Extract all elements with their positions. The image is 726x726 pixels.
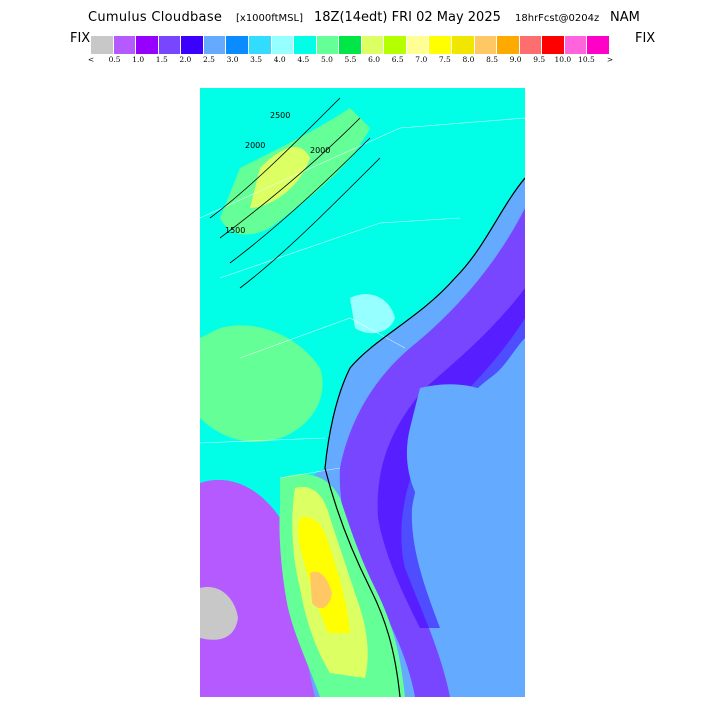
legend-swatch bbox=[497, 36, 520, 54]
legend-swatch bbox=[361, 36, 385, 54]
legend-tick-label: 7.5 bbox=[438, 55, 451, 64]
legend-swatch bbox=[158, 36, 182, 54]
legend-tick-label: 10.5 bbox=[578, 55, 595, 64]
legend-tick-label: 4.5 bbox=[297, 55, 310, 64]
legend-tick-label: 2.0 bbox=[179, 55, 192, 64]
state-borders bbox=[200, 117, 525, 479]
legend-tick-label: > bbox=[606, 55, 614, 64]
legend-tick-label: 0.5 bbox=[108, 55, 121, 64]
contour-label: 2500 bbox=[270, 111, 290, 120]
legend-swatch bbox=[452, 36, 475, 54]
legend-tick-label: 1.0 bbox=[132, 55, 145, 64]
units-label: [x1000ftMSL] bbox=[236, 13, 303, 24]
legend-tick-label: 6.5 bbox=[391, 55, 404, 64]
contour-label: 1500 bbox=[225, 226, 245, 235]
cloudbase-map: 2500 2000 2000 1500 bbox=[200, 88, 525, 697]
legend-tick-labels: <0.5 1.0 1.5 2.0 2.5 3.0 3.5 4.0 4.5 5.0 5.5 6.0 6.5… bbox=[88, 55, 638, 67]
florida-yellow bbox=[298, 517, 350, 633]
legend-swatch bbox=[226, 36, 249, 54]
legend-swatch bbox=[113, 36, 137, 54]
legend-swatch bbox=[248, 36, 272, 54]
legend-swatch bbox=[294, 36, 317, 54]
legend-tick-label: 1.5 bbox=[155, 55, 168, 64]
legend-tick-label: 9.5 bbox=[533, 55, 546, 64]
model-name: NAM bbox=[610, 10, 640, 25]
legend-tick-label: 6.0 bbox=[368, 55, 381, 64]
legend-swatch bbox=[181, 36, 204, 54]
contour-label: 2000 bbox=[245, 141, 265, 150]
legend-tick-label: 3.0 bbox=[226, 55, 239, 64]
ocean-patch bbox=[406, 384, 525, 552]
legend-tick-label: < bbox=[87, 55, 95, 64]
legend-swatch bbox=[339, 36, 362, 54]
legend-swatch bbox=[384, 36, 407, 54]
florida-orange bbox=[310, 571, 332, 609]
mountain-yellow bbox=[250, 147, 310, 208]
legend-swatch bbox=[406, 36, 430, 54]
elevation-contours bbox=[209, 97, 381, 289]
legend-tick-label: 5.5 bbox=[344, 55, 357, 64]
legend-swatch bbox=[542, 36, 565, 54]
legend-swatch bbox=[429, 36, 452, 54]
forecast-hour: 18hrFcst@0204z bbox=[515, 13, 600, 24]
legend-swatch bbox=[136, 36, 159, 54]
legend-tick-label: 10.0 bbox=[554, 55, 572, 64]
contour-label: 2000 bbox=[310, 146, 330, 155]
legend-swatch bbox=[474, 36, 498, 54]
legend-tick-label: 4.0 bbox=[273, 55, 286, 64]
legend-swatch bbox=[564, 36, 588, 54]
legend-tick-label: 3.5 bbox=[250, 55, 263, 64]
legend-swatch bbox=[316, 36, 340, 54]
legend-tick-label: 9.0 bbox=[509, 55, 522, 64]
map-title-bar: Cumulus Cloudbase [x1000ftMSL] 18Z(14edt… bbox=[0, 10, 726, 28]
legend-swatch bbox=[91, 36, 114, 54]
coastal-band bbox=[339, 208, 525, 697]
legend-swatch bbox=[587, 36, 610, 54]
land-lightcyan bbox=[350, 294, 395, 334]
fix-left-label: FIX bbox=[70, 31, 91, 46]
legend-tick-label: 5.0 bbox=[320, 55, 333, 64]
legend-tick-label: 8.0 bbox=[462, 55, 475, 64]
gulf-water bbox=[200, 479, 315, 697]
legend-swatch bbox=[519, 36, 543, 54]
offshore-band bbox=[377, 288, 525, 628]
legend-tick-label: 8.5 bbox=[486, 55, 498, 64]
legend-swatch bbox=[271, 36, 295, 54]
legend-tick-label: 2.5 bbox=[202, 55, 215, 64]
legend-tick-label: 7.0 bbox=[415, 55, 428, 64]
map-title: Cumulus Cloudbase bbox=[88, 10, 223, 25]
fix-right-label: FIX bbox=[635, 31, 656, 46]
coastline bbox=[324, 177, 525, 697]
color-scale-legend bbox=[91, 36, 610, 54]
legend-swatch bbox=[203, 36, 227, 54]
gulf-gray-patch bbox=[200, 587, 238, 640]
land-green-mid bbox=[200, 325, 323, 442]
valid-time: 18Z(14edt) FRI 02 May 2025 bbox=[314, 10, 501, 25]
